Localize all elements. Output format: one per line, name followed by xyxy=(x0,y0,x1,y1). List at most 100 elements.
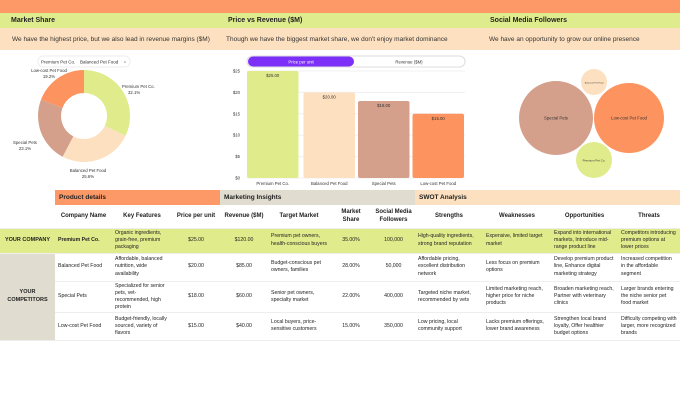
y-tick: $10 xyxy=(233,133,241,138)
pie-slice[interactable] xyxy=(41,70,84,108)
bubble-label: Balanced Pet Food xyxy=(585,82,604,85)
table-cell: $85.00 xyxy=(220,253,268,282)
bar-value-label: $18.00 xyxy=(377,103,391,108)
section-title-social: Social Media Followers xyxy=(485,13,680,28)
table-cell: Difficulty competing with larger, more r… xyxy=(618,312,680,341)
pie-slice[interactable] xyxy=(62,125,126,162)
toggle-price-per-unit[interactable] xyxy=(248,56,354,67)
table-cell: 400,000 xyxy=(372,281,415,313)
column-header: Strengths xyxy=(415,205,483,229)
table-row: YOUR COMPETITORS Balanced Pet Food Afforda… xyxy=(0,253,680,341)
column-header: Opportunities xyxy=(551,205,618,229)
column-header: Revenue ($M) xyxy=(220,205,268,229)
top-bar xyxy=(0,0,680,13)
section-subtitle-social: We have an opportunity to grow our onlin… xyxy=(485,28,680,50)
pie-pct: 19.2% xyxy=(43,74,55,79)
table-cell: Affordable pricing, excellent distributi… xyxy=(415,253,483,282)
table-cell: 22.00% xyxy=(330,281,372,313)
column-header: Weaknesses xyxy=(483,205,551,229)
competitor-table: Company Name Key Features Price per unit Re… xyxy=(0,205,680,341)
table-cell: Less focus on premium options xyxy=(483,253,551,282)
table-cell: 100,000 xyxy=(372,228,415,254)
column-header: Key Features xyxy=(112,205,172,229)
table-cell: Develop premium product line, Enhance di… xyxy=(551,253,618,282)
table-cell: Premium Pet Co. xyxy=(55,228,112,254)
table-cell: High-quality ingredients, strong brand r… xyxy=(415,228,483,254)
section-title-market-share: Market Share xyxy=(0,13,223,28)
table-cell: Specialized for senior pets, vet-recomme… xyxy=(112,281,172,313)
table-cell: Expensive, limited target market xyxy=(483,228,551,254)
legend-next-icon: › xyxy=(124,60,126,66)
table-cell: Competitors introducing premium options … xyxy=(618,228,680,254)
table-cell: $15.00 xyxy=(172,312,220,341)
legend-item: Balanced Pet Food xyxy=(80,60,119,65)
table-cell: 28.00% xyxy=(330,253,372,282)
charts-area: Premium Pet Co. Balanced Pet Food › Premium… xyxy=(13,55,664,186)
table-row: Special Pets Specialized for senior pets,… xyxy=(0,281,680,313)
table-cell: $120.00 xyxy=(220,228,268,254)
x-tick: Special Pets xyxy=(372,181,396,186)
table-cell: Budget-friendly, locally sourced, variet… xyxy=(112,312,172,341)
band-marketing-insights: Marketing Insights xyxy=(220,190,415,205)
column-header: Market Share xyxy=(330,205,372,229)
bar-value-label: $15.00 xyxy=(432,116,446,121)
legend-item: Premium Pet Co. xyxy=(41,60,75,65)
column-header: Threats xyxy=(618,205,680,229)
pie-slice[interactable] xyxy=(84,70,130,136)
table-cell: $25.00 xyxy=(172,228,220,254)
section-subtitle-market-share: We have the highest price, but we also l… xyxy=(0,28,223,50)
bubble-label: Low-cost Pet Food xyxy=(611,116,647,121)
y-tick: $0 xyxy=(235,176,240,181)
band-swot-analysis: SWOT Analysis xyxy=(415,190,680,205)
x-tick: Balanced Pet Food xyxy=(311,181,348,186)
bubble-label: Premium Pet Co. xyxy=(583,159,606,163)
table-cell: $18.00 xyxy=(172,281,220,313)
pie-pct: 23.1% xyxy=(19,146,31,151)
table-cell: Affordable, balanced nutrition, wide ava… xyxy=(112,253,172,282)
table-cell: Low pricing, local community support xyxy=(415,312,483,341)
table-cell: $20.00 xyxy=(172,253,220,282)
table-row: YOUR COMPANY Premium Pet Co. Organic ingre… xyxy=(0,228,680,254)
pie-pct: 32.1% xyxy=(128,90,140,95)
table-cell: Premium pet owners, health-conscious buy… xyxy=(268,228,330,254)
table-cell: 35.00% xyxy=(330,228,372,254)
table-cell: Increased competition in the affordable … xyxy=(618,253,680,282)
bubble[interactable] xyxy=(581,69,607,95)
bubble[interactable] xyxy=(519,81,593,155)
pie-legend xyxy=(37,55,131,68)
column-header: Company Name xyxy=(55,205,112,229)
table-cell: Low-cost Pet Food xyxy=(55,312,112,341)
column-header: Price per unit xyxy=(172,205,220,229)
section-title-price-revenue: Price vs Revenue ($M) xyxy=(223,13,485,28)
bubble[interactable] xyxy=(576,142,612,178)
table-cell: 15.00% xyxy=(330,312,372,341)
bubble-label: Special Pets xyxy=(544,116,568,121)
group-label: YOUR COMPETITORS xyxy=(0,253,55,341)
bar-value-label: $20.00 xyxy=(323,94,337,99)
bar[interactable] xyxy=(247,71,299,178)
x-tick: Low-cost Pet Food xyxy=(420,181,456,186)
table-cell: Expand into international markets, Intro… xyxy=(551,228,618,254)
table-cell: Balanced Pet Food xyxy=(55,253,112,282)
toggle-label: Price per unit xyxy=(288,60,314,65)
table-cell: Larger brands entering the niche senior … xyxy=(618,281,680,313)
table-cell: Broaden marketing reach, Partner with ve… xyxy=(551,281,618,313)
table-cell: 350,000 xyxy=(372,312,415,341)
group-label: YOUR COMPANY xyxy=(0,228,55,254)
bar[interactable] xyxy=(303,92,356,178)
table-cell: $40.00 xyxy=(220,312,268,341)
y-tick: $25 xyxy=(233,69,241,74)
bar[interactable] xyxy=(412,113,465,178)
bubble[interactable] xyxy=(594,83,664,153)
table-cell: Senior pet owners, specialty market xyxy=(268,281,330,313)
y-tick: $15 xyxy=(233,111,241,116)
table-cell: Local buyers, price-sensitive customers xyxy=(268,312,330,341)
pie-label: Balanced Pet Food xyxy=(70,168,107,173)
table-row: Low-cost Pet Food Budget-friendly, locall… xyxy=(0,312,680,341)
y-tick: $5 xyxy=(235,154,240,159)
table-cell: Limited marketing reach, higher price fo… xyxy=(483,281,551,313)
table-cell: Budget-conscious pet owners, families xyxy=(268,253,330,282)
pie-slice[interactable] xyxy=(37,99,74,157)
bar[interactable] xyxy=(358,100,410,178)
pie-label: Special Pets xyxy=(13,140,37,145)
